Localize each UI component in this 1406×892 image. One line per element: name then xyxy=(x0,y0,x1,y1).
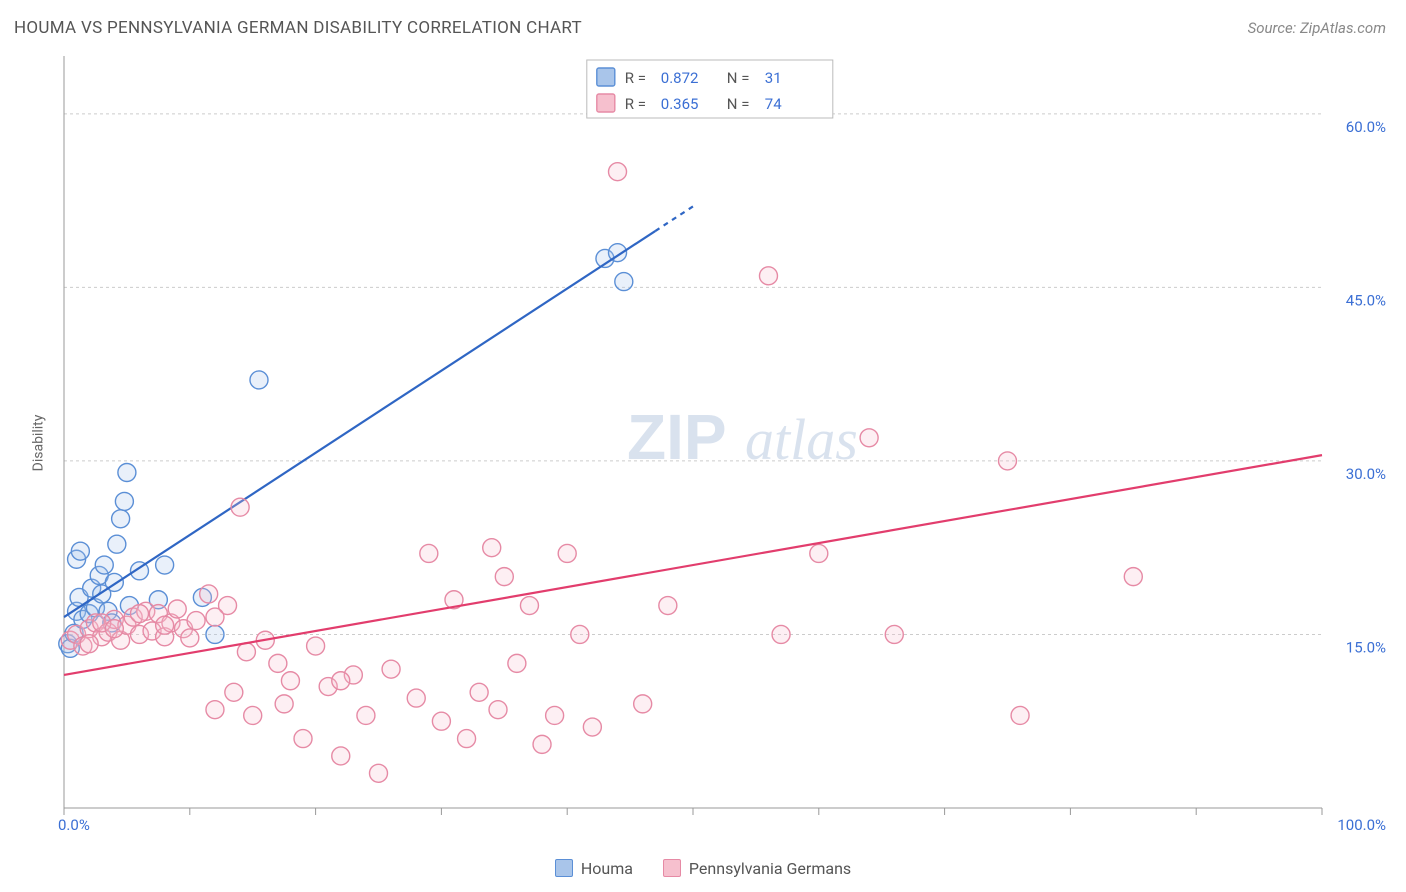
svg-text:31: 31 xyxy=(765,69,782,87)
legend: Houma Pennsylvania Germans xyxy=(0,859,1406,878)
svg-text:74: 74 xyxy=(765,95,782,113)
svg-text:0.872: 0.872 xyxy=(661,69,699,87)
legend-item: Pennsylvania Germans xyxy=(663,859,851,878)
svg-text:atlas: atlas xyxy=(745,407,858,472)
chart-title: HOUMA VS PENNSYLVANIA GERMAN DISABILITY … xyxy=(14,18,582,38)
svg-text:0.0%: 0.0% xyxy=(58,816,90,834)
legend-label: Pennsylvania Germans xyxy=(689,859,851,878)
svg-text:45.0%: 45.0% xyxy=(1346,291,1386,309)
svg-text:100.0%: 100.0% xyxy=(1337,816,1386,834)
svg-text:R =: R = xyxy=(625,69,646,87)
svg-text:60.0%: 60.0% xyxy=(1346,118,1386,136)
svg-text:0.365: 0.365 xyxy=(661,95,699,113)
svg-text:N =: N = xyxy=(727,69,750,87)
legend-swatch xyxy=(555,859,573,877)
svg-text:ZIP: ZIP xyxy=(627,401,727,473)
svg-text:R =: R = xyxy=(625,95,646,113)
chart-area: Disability 15.0% 30.0% 45.0% 60.0% ZIP atlas 0… xyxy=(14,48,1392,838)
source-label: Source: ZipAtlas.com xyxy=(1248,19,1386,37)
svg-text:15.0%: 15.0% xyxy=(1346,638,1386,656)
scatter-plot: 15.0% 30.0% 45.0% 60.0% ZIP atlas 0.0% 100.0% R … xyxy=(50,48,1392,838)
svg-text:30.0%: 30.0% xyxy=(1346,465,1386,483)
y-axis-label: Disability xyxy=(30,415,46,472)
legend-swatch xyxy=(663,859,681,877)
legend-label: Houma xyxy=(581,859,633,878)
svg-text:N =: N = xyxy=(727,95,750,113)
legend-item: Houma xyxy=(555,859,633,878)
